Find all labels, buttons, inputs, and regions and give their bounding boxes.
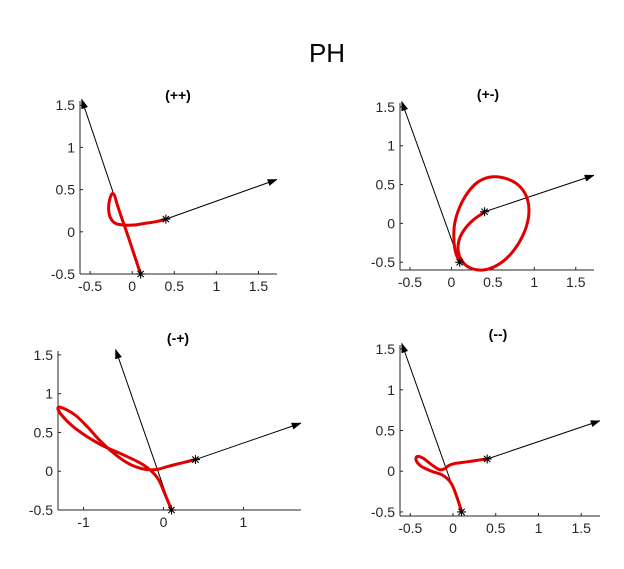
y-tick-label: -0.5 [29,502,53,518]
vector-line [115,349,172,511]
x-tick-label: 0.5 [483,274,503,290]
chart-panel-4: (--) -0.5 0 0.5 1 1.5 -0.5 0 0.5 1 1.5 [371,326,601,536]
ph-curve [452,175,531,272]
star-stroke [456,258,464,266]
arrowhead [115,348,122,360]
chart-panel-3: (-+) -1 0 1 -0.5 0 0.5 1 1.5 [29,330,302,530]
x-tick-label: 1 [212,278,220,294]
x-tick-label: -1 [77,514,90,530]
arrowhead [291,422,302,430]
y-tick-label: 1 [45,386,53,402]
vector-line [165,179,278,220]
star-marker [455,257,465,267]
star-stroke [137,270,145,278]
y-tick-label: 0.5 [56,182,76,198]
x-tick-label: 1.5 [566,274,586,290]
x-tick-label: 1 [535,520,543,536]
chart-panel-2: (+-) -0.5 0 0.5 1 1.5 -0.5 0 0.5 1 1.5 [371,86,595,290]
y-tick-label: -0.5 [371,254,395,270]
y-tick-label: 0 [387,215,395,231]
star-marker [161,214,171,224]
x-tick-label: 0 [128,278,136,294]
star-stroke [481,208,489,216]
vector-line [487,420,601,460]
star-marker [136,269,146,279]
x-tick-label: 1 [240,514,248,530]
vector-line [195,422,302,461]
ph-curve [107,192,168,276]
ph-curve [414,454,489,514]
star-marker [190,455,200,465]
y-tick-label: 1 [387,138,395,154]
arrowhead [590,420,601,428]
x-tick-label: 0 [448,274,456,290]
arrowhead [401,100,409,112]
y-tick-label: -0.5 [51,266,75,282]
chart-panel-1: (++) -0.5 0 0.5 1 1.5 -0.5 0 0.5 1 1.5 [51,87,278,294]
star-stroke [191,456,200,464]
star-marker [457,507,467,517]
x-tick-label: 1.5 [249,278,269,294]
x-tick-label: -0.5 [78,278,102,294]
y-tick-label: 1 [387,382,395,398]
arrowhead [81,98,89,110]
x-tick-label: 0.5 [486,520,506,536]
star-stroke [457,508,466,516]
ph-curve [56,405,197,512]
figure-title: PH [309,38,345,68]
panel-title: (-+) [167,330,189,346]
y-tick-label: 1.5 [376,341,396,357]
y-tick-label: 1.5 [56,97,76,113]
star-stroke [483,455,491,463]
y-tick-label: 0 [387,463,395,479]
x-tick-label: -0.5 [398,520,422,536]
arrowhead [584,174,595,182]
panel-title: (++) [165,87,191,103]
y-tick-label: 1 [67,139,75,155]
arrowhead [267,179,278,186]
star-marker [480,207,490,217]
x-tick-label: 1 [530,274,538,290]
star-stroke [167,506,176,514]
x-tick-label: 0 [449,520,457,536]
star-marker [167,505,177,515]
y-tick-label: 0 [45,463,53,479]
y-tick-label: 0.5 [376,423,396,439]
y-tick-label: 0.5 [376,177,396,193]
vector-line [484,174,595,213]
star-stroke [162,215,170,223]
y-tick-label: 1.5 [376,99,396,115]
y-tick-label: 0 [67,224,75,240]
y-tick-label: 1.5 [34,347,54,363]
y-tick-label: -0.5 [371,504,395,520]
x-tick-label: 0 [160,514,168,530]
x-tick-label: -0.5 [398,274,422,290]
arrowhead [401,342,409,354]
star-marker [482,454,492,464]
y-tick-label: 0.5 [34,424,54,440]
x-tick-label: 0.5 [165,278,185,294]
x-tick-label: 1.5 [571,520,591,536]
panel-title: (+-) [477,86,499,102]
panel-title: (--) [489,326,508,342]
vector-line [401,101,461,263]
